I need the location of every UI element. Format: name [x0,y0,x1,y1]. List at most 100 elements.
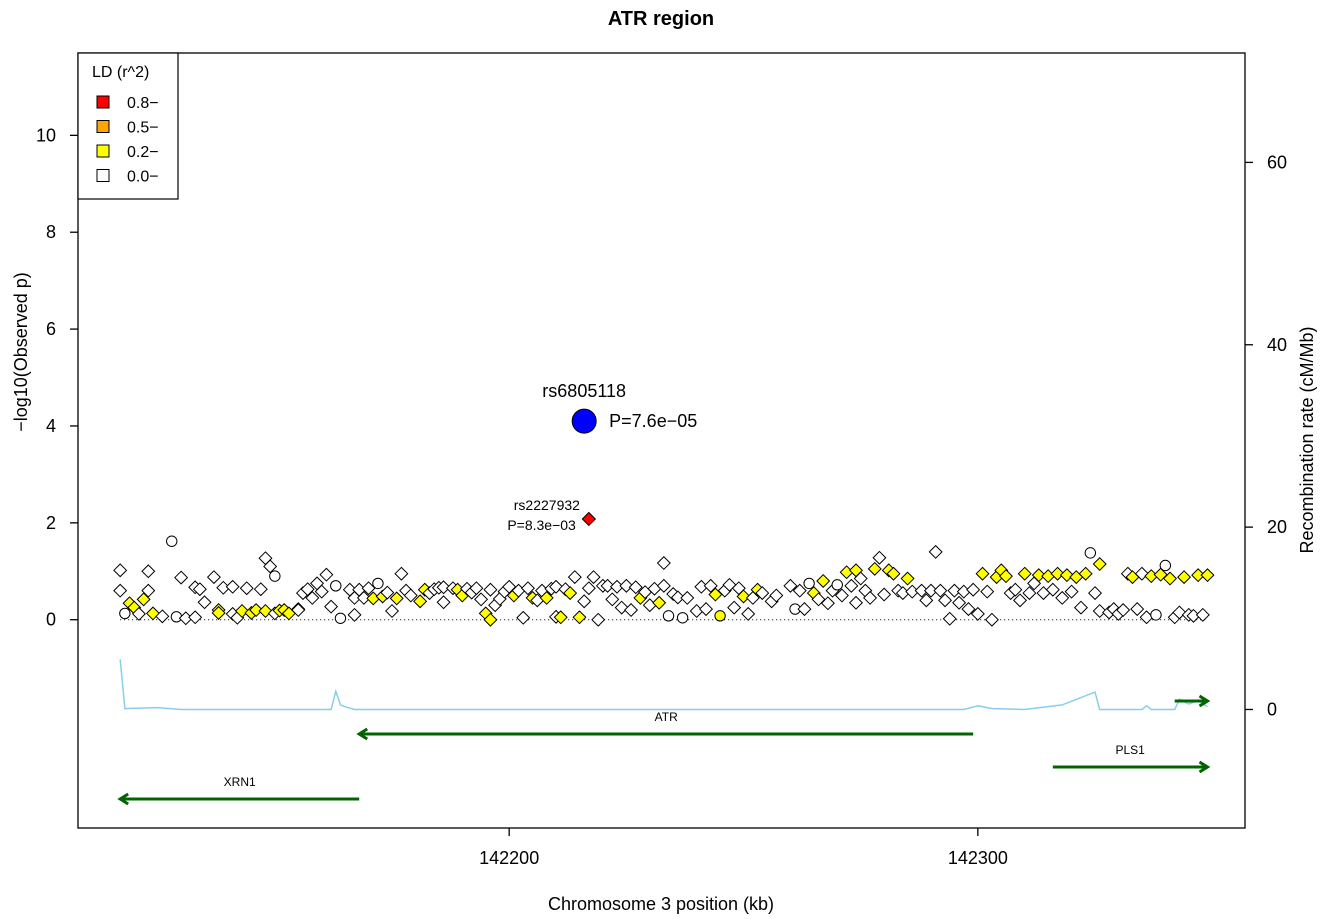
snp-point [656,556,671,571]
snp-point [1088,586,1103,601]
snp-point [263,559,278,574]
snp-point [520,581,535,596]
snp-point [1130,602,1145,617]
snp-point [1116,603,1131,618]
snp-point [1064,584,1079,599]
snp-point [586,570,601,585]
snp-point [755,586,770,601]
snp-point [1031,568,1046,583]
snp-point [1200,568,1215,583]
snp-point [155,609,170,624]
snp-point [145,606,160,621]
genes-layer: ATR PLS1 XRN1 [117,694,1211,806]
y-tick-label: 8 [46,222,56,242]
snp-point [356,590,371,605]
snp-point [670,590,685,605]
lead-snp-point [571,408,597,434]
legend-swatch [96,120,110,133]
snp-point [863,590,878,605]
snp-point [783,578,798,593]
snp-point [1055,590,1070,605]
snp-point [1092,557,1107,572]
snp-point [1163,571,1178,586]
lead-snp-name: rs6805118 [542,381,626,401]
snp-point [516,610,531,625]
snp-point [1191,568,1206,583]
snp-point [872,550,887,565]
snp-point [952,595,967,610]
snp-point [919,593,934,608]
second-snp-pvalue: P=8.3e−03 [507,517,576,533]
snp-point [314,584,329,599]
snp-point [192,582,207,597]
snp-point [305,590,320,605]
snp-point [591,612,606,627]
snp-point [211,605,226,620]
snp-point [563,586,578,601]
snp-point [372,577,384,590]
snp-point [300,582,315,597]
snp-point [235,603,250,619]
snp-point [947,583,962,598]
snp-point [844,578,859,593]
snp-point [933,583,948,598]
snp-point [736,589,751,604]
legend-label: 0.5− [127,120,159,137]
snp-point [1172,605,1187,620]
chart-title: ATR region [608,8,714,30]
y-tick-label: 4 [46,416,56,436]
snps-layer [113,535,1215,627]
snp-point [291,603,306,618]
y-tick-label: 0 [46,610,56,630]
y-tick-label: 6 [46,319,56,339]
gene-arrow-head [1198,760,1211,774]
snp-point [141,564,156,579]
snp-point [1045,582,1060,597]
snp-point [680,590,695,605]
gene-arrow-head [1198,694,1211,708]
snp-point [624,603,639,618]
highlights-layer: rs6805118 P=7.6e−05 rs2227932 P=8.3e−03 [507,381,697,533]
snp-point [1084,547,1097,559]
snp-point [474,592,489,607]
snp-point [170,611,183,623]
snp-point [436,580,451,595]
snp-point [113,583,128,598]
snp-point [741,606,756,621]
snp-point [483,612,498,627]
snp-point [1017,566,1032,581]
snp-point [803,577,815,590]
recombination-layer [119,659,1208,711]
snp-point [961,602,976,617]
snp-point [975,566,990,581]
snp-point [652,595,667,610]
snp-point [347,607,362,622]
snp-point [1092,603,1107,619]
snp-point [831,579,843,591]
snp-point [877,587,892,602]
y-tick-label: 2 [46,513,56,533]
snp-point [389,591,404,606]
snp-point [1073,600,1088,615]
snp-point [820,596,835,611]
snp-point [928,544,943,559]
snp-point [141,583,156,598]
snp-point [403,588,418,603]
snp-point [867,561,882,576]
axes-layer: 142200 142300 0 2 4 6 8 10 0 20 40 60 [36,52,1287,868]
snp-point [1008,582,1023,597]
snp-point [131,606,146,621]
snp-point [577,594,592,609]
snp-point [914,583,929,598]
snp-point [539,590,554,605]
snp-point [900,571,915,586]
snp-point [136,592,151,607]
snp-point [769,588,784,603]
gene-arrow-head [117,792,129,806]
snp-point [225,579,240,594]
snp-point [998,569,1013,584]
snp-point [239,581,254,596]
snp-point [436,595,451,610]
